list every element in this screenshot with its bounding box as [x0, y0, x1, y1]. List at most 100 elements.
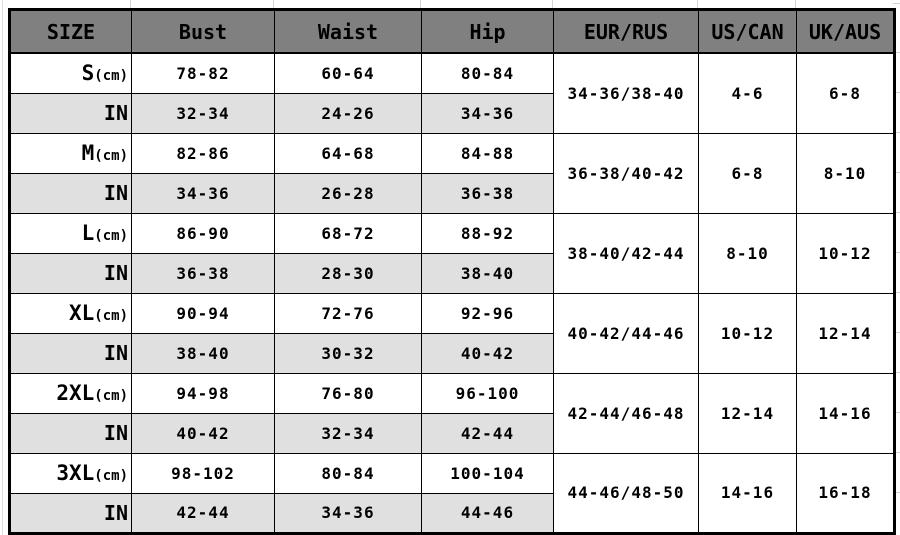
table-header: SIZE Bust Waist Hip EUR/RUS US/CAN UK/AU… — [9, 9, 895, 54]
cell-eur-rus: 42-44/46-48 — [553, 372, 699, 454]
size-row-cm: S(cm) 78-82 60-64 80-84 34-36/38-40 4-6 … — [9, 52, 895, 134]
size-label: M(cm) — [9, 132, 132, 174]
size-row-cm: XL(cm) 90-94 72-76 92-96 40-42/44-46 10-… — [9, 292, 895, 374]
size-letter: 2XL — [56, 381, 95, 405]
cell-bust-cm: 82-86 — [131, 132, 275, 174]
cell-us-can: 10-12 — [698, 292, 797, 374]
cell-uk-aus: 14-16 — [796, 372, 895, 454]
size-row-inch: IN 40-42 32-34 42-44 — [9, 412, 895, 454]
inch-label: IN — [9, 412, 132, 454]
header-cell-size: SIZE — [9, 9, 132, 54]
cell-hip-in: 40-42 — [421, 332, 554, 374]
cell-bust-in: 32-34 — [131, 92, 275, 134]
cell-waist-in: 26-28 — [274, 172, 422, 214]
inch-label: IN — [9, 252, 132, 294]
cell-waist-in: 28-30 — [274, 252, 422, 294]
cell-bust-cm: 94-98 — [131, 372, 275, 414]
cell-hip-cm: 88-92 — [421, 212, 554, 254]
cell-hip-cm: 84-88 — [421, 132, 554, 174]
cell-hip-in: 38-40 — [421, 252, 554, 294]
cm-unit-label: (cm) — [94, 68, 128, 85]
cell-us-can: 6-8 — [698, 132, 797, 214]
size-letter: S — [81, 61, 95, 86]
cell-us-can: 12-14 — [698, 372, 797, 454]
inch-label: IN — [9, 92, 132, 134]
cell-us-can: 8-10 — [698, 212, 797, 294]
margin-gridline — [2, 0, 3, 535]
cell-bust-in: 38-40 — [131, 332, 275, 374]
size-chart-table: SIZE Bust Waist Hip EUR/RUS US/CAN UK/AU… — [8, 8, 896, 535]
cell-bust-cm: 86-90 — [131, 212, 275, 254]
cell-waist-cm: 76-80 — [274, 372, 422, 414]
gridline-tick — [893, 3, 900, 4]
cell-bust-cm: 98-102 — [131, 452, 275, 494]
cell-uk-aus: 16-18 — [796, 452, 895, 534]
size-row-cm: M(cm) 82-86 64-68 84-88 36-38/40-42 6-8 … — [9, 132, 895, 214]
cell-waist-cm: 72-76 — [274, 292, 422, 334]
cell-hip-cm: 80-84 — [421, 52, 554, 94]
cell-eur-rus: 36-38/40-42 — [553, 132, 699, 214]
cell-waist-in: 32-34 — [274, 412, 422, 454]
cm-unit-label: (cm) — [94, 388, 128, 404]
cell-uk-aus: 12-14 — [796, 292, 895, 374]
cm-unit-label: (cm) — [94, 228, 128, 244]
cm-unit-label: (cm) — [94, 468, 128, 484]
gridline-tick — [697, 0, 698, 8]
cell-eur-rus: 38-40/42-44 — [553, 212, 699, 294]
cell-waist-cm: 64-68 — [274, 132, 422, 174]
header-cell-waist: Waist — [274, 9, 422, 54]
header-cell-us-can: US/CAN — [698, 9, 797, 54]
gridline-tick — [552, 0, 553, 8]
cell-uk-aus: 6-8 — [796, 52, 895, 134]
cm-unit-label: (cm) — [94, 308, 128, 324]
size-label: 2XL(cm) — [9, 372, 132, 414]
cell-waist-cm: 80-84 — [274, 452, 422, 494]
cell-waist-in: 30-32 — [274, 332, 422, 374]
size-label: XL(cm) — [9, 292, 132, 334]
cell-bust-in: 40-42 — [131, 412, 275, 454]
cell-bust-cm: 78-82 — [131, 52, 275, 94]
cell-waist-cm: 60-64 — [274, 52, 422, 94]
cell-bust-in: 36-38 — [131, 252, 275, 294]
header-cell-hip: Hip — [421, 9, 554, 54]
size-row-cm: L(cm) 86-90 68-72 88-92 38-40/42-44 8-10… — [9, 212, 895, 294]
cell-us-can: 14-16 — [698, 452, 797, 534]
size-row-inch: IN 32-34 24-26 34-36 — [9, 92, 895, 134]
gridline-tick — [130, 0, 131, 8]
size-letter: M — [81, 141, 95, 165]
size-label: L(cm) — [9, 212, 132, 254]
inch-label: IN — [9, 172, 132, 214]
cell-waist-in: 24-26 — [274, 92, 422, 134]
header-cell-uk-aus: UK/AUS — [796, 9, 895, 54]
cell-waist-cm: 68-72 — [274, 212, 422, 254]
cell-hip-in: 42-44 — [421, 412, 554, 454]
cell-bust-cm: 90-94 — [131, 292, 275, 334]
size-row-inch: IN 42-44 34-36 44-46 — [9, 492, 895, 534]
header-row: SIZE Bust Waist Hip EUR/RUS US/CAN UK/AU… — [9, 9, 895, 54]
inch-label: IN — [9, 492, 132, 534]
size-letter: XL — [68, 301, 95, 325]
inch-label: IN — [9, 332, 132, 374]
header-cell-eur-rus: EUR/RUS — [553, 9, 699, 54]
size-label: 3XL(cm) — [9, 452, 132, 494]
size-row-cm: 3XL(cm) 98-102 80-84 100-104 44-46/48-50… — [9, 452, 895, 534]
cell-hip-in: 44-46 — [421, 492, 554, 534]
cell-hip-in: 34-36 — [421, 92, 554, 134]
cell-bust-in: 42-44 — [131, 492, 275, 534]
gridline-tick — [795, 0, 796, 8]
cell-hip-cm: 92-96 — [421, 292, 554, 334]
cell-bust-in: 34-36 — [131, 172, 275, 214]
size-letter: 3XL — [56, 461, 95, 485]
cell-eur-rus: 40-42/44-46 — [553, 292, 699, 374]
cell-uk-aus: 8-10 — [796, 132, 895, 214]
size-label: S(cm) — [9, 52, 132, 94]
size-row-inch: IN 34-36 26-28 36-38 — [9, 172, 895, 214]
cell-eur-rus: 44-46/48-50 — [553, 452, 699, 534]
cell-hip-cm: 100-104 — [421, 452, 554, 494]
cell-eur-rus: 34-36/38-40 — [553, 52, 699, 134]
header-cell-bust: Bust — [131, 9, 275, 54]
size-row-cm: 2XL(cm) 94-98 76-80 96-100 42-44/46-48 1… — [9, 372, 895, 454]
cell-hip-in: 36-38 — [421, 172, 554, 214]
gridline-tick — [420, 0, 421, 8]
